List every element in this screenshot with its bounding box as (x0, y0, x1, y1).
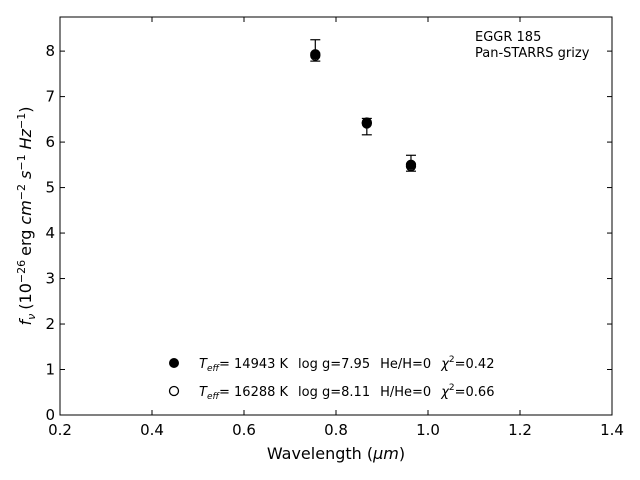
model-point-filled (310, 49, 321, 60)
legend-marker-filled (169, 358, 179, 368)
y-tick-label: 1 (45, 361, 55, 379)
plot-frame-border (59, 16, 613, 416)
y-tick-label: 7 (45, 88, 55, 106)
y-tick-label: 0 (45, 406, 55, 424)
x-tick-label: 1.4 (600, 421, 624, 439)
y-tick-label: 6 (45, 133, 55, 151)
data-points (310, 39, 417, 172)
model-point-filled (361, 117, 372, 128)
model-point-filled (405, 159, 417, 170)
x-tick-label: 0.8 (324, 421, 348, 439)
y-tick-label: 5 (45, 179, 55, 197)
y-tick-label: 4 (45, 224, 55, 242)
annotation-survey-name: Pan-STARRS grizy (475, 46, 590, 61)
x-axis-label: Wavelength (μm) (267, 444, 405, 463)
y-axis-label: fν(10−26ergcm−2s−1Hz−1) (15, 107, 38, 326)
x-tick-label: 0.2 (48, 421, 72, 439)
y-axis-ticks: 0 1 2 3 4 5 6 7 8 (45, 42, 612, 424)
x-tick-label: 0.4 (140, 421, 164, 439)
x-tick-label: 1.2 (508, 421, 532, 439)
plot-frame (59, 16, 613, 416)
y-tick-label: 2 (45, 315, 55, 333)
y-tick-label: 8 (45, 42, 55, 60)
annotation-object-name: EGGR 185 (475, 30, 541, 45)
x-axis-ticks: 0.2 0.4 0.6 0.8 1.0 1.2 1.4 (48, 17, 624, 439)
legend-marker-open (168, 385, 180, 397)
x-tick-label: 1.0 (416, 421, 440, 439)
y-tick-label: 3 (45, 270, 55, 288)
x-tick-label: 0.6 (232, 421, 256, 439)
